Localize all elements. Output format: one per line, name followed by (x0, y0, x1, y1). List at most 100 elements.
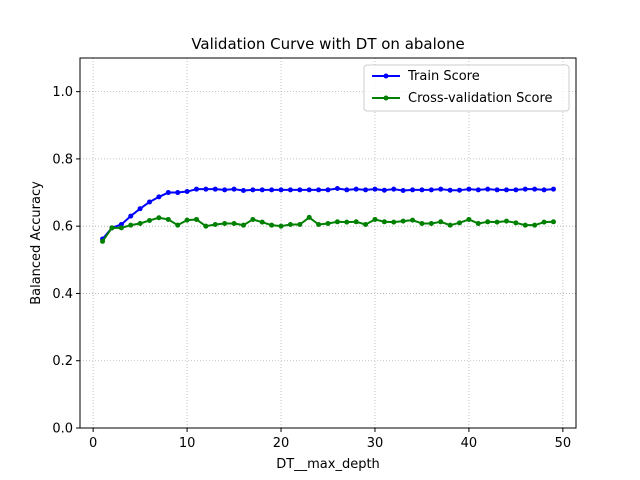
data-point-train (231, 186, 237, 192)
data-point-train (175, 190, 181, 196)
data-point-train (240, 188, 246, 194)
data-point-train (128, 213, 134, 219)
data-point-train (419, 187, 425, 193)
data-point-train (494, 187, 500, 193)
data-point-cv (118, 225, 124, 231)
data-point-train (391, 186, 397, 192)
data-point-cv (193, 216, 199, 222)
data-point-train (222, 187, 228, 193)
data-point-cv (231, 220, 237, 226)
y-axis-title: Balanced Accuracy (29, 181, 44, 305)
data-point-cv (250, 216, 256, 222)
y-tick-label: 0.4 (52, 287, 73, 302)
data-point-cv (344, 219, 350, 225)
data-point-cv (494, 219, 500, 225)
data-point-train (475, 187, 481, 193)
data-point-train (203, 186, 209, 192)
x-tick-label: 20 (273, 436, 290, 451)
x-tick-label: 40 (461, 436, 478, 451)
data-point-cv (278, 223, 284, 229)
x-tick-label: 10 (179, 436, 196, 451)
data-point-train (325, 187, 331, 193)
data-point-cv (541, 219, 547, 225)
data-point-train (184, 189, 190, 195)
data-point-train (410, 187, 416, 193)
data-point-cv (428, 220, 434, 226)
chart-title: Validation Curve with DT on abalone (191, 35, 464, 53)
data-point-train (306, 187, 312, 193)
data-point-cv (156, 215, 162, 221)
data-point-train (156, 194, 162, 200)
data-point-cv (503, 218, 509, 224)
data-point-cv (419, 220, 425, 226)
data-point-train (165, 190, 171, 196)
data-point-cv (353, 219, 359, 225)
y-tick-label: 0.8 (52, 152, 73, 167)
series-layer (100, 186, 556, 244)
legend-marker-cv (383, 95, 389, 101)
data-point-cv (316, 222, 322, 227)
data-point-train (541, 187, 547, 193)
data-point-cv (513, 220, 519, 226)
data-point-train (334, 186, 340, 192)
data-point-cv (391, 219, 397, 225)
data-point-cv (165, 216, 171, 222)
data-point-cv (100, 238, 106, 244)
data-point-train (485, 186, 491, 192)
data-point-cv (550, 219, 556, 225)
data-point-cv (259, 219, 265, 225)
data-point-cv (372, 216, 378, 222)
data-point-train (466, 186, 472, 192)
data-point-cv (222, 220, 228, 226)
data-point-train (503, 187, 509, 193)
x-axis-title: DT__max_depth (276, 457, 380, 472)
data-point-train (447, 187, 453, 193)
data-point-cv (128, 222, 134, 228)
data-point-cv (522, 222, 528, 228)
data-point-cv (240, 222, 246, 228)
data-point-train (316, 187, 322, 193)
data-point-cv (203, 223, 209, 229)
data-point-cv (475, 220, 481, 226)
legend: Train Score Cross-validation Score (363, 64, 570, 112)
data-point-train (212, 186, 218, 192)
data-point-train (372, 186, 378, 192)
legend-label-train: Train Score (407, 69, 480, 84)
y-tick-label: 0.2 (52, 354, 73, 369)
data-point-cv (287, 222, 293, 227)
y-tick-label: 1.0 (52, 85, 73, 100)
data-point-cv (532, 222, 538, 228)
data-point-cv (381, 219, 387, 225)
data-point-cv (438, 219, 444, 225)
data-point-cv (175, 222, 181, 228)
legend-label-cv: Cross-validation Score (408, 91, 553, 106)
data-point-train (438, 186, 444, 192)
data-point-cv (297, 222, 303, 227)
data-point-cv (109, 225, 115, 231)
data-point-train (137, 206, 143, 212)
data-point-train (353, 186, 359, 192)
data-point-cv (457, 220, 463, 226)
data-point-train (363, 187, 369, 193)
data-point-train (269, 187, 275, 193)
y-tick-label: 0.6 (52, 220, 73, 235)
data-point-cv (363, 222, 369, 227)
data-point-cv (212, 222, 218, 227)
legend-marker-train (383, 73, 389, 79)
data-point-cv (485, 219, 491, 225)
data-point-cv (137, 220, 143, 226)
data-point-train (532, 186, 538, 192)
data-point-train (550, 186, 556, 192)
data-point-train (278, 187, 284, 193)
data-point-cv (447, 222, 453, 228)
data-point-train (513, 187, 519, 193)
x-tick-label: 30 (367, 436, 384, 451)
data-point-cv (184, 217, 190, 223)
data-point-cv (147, 217, 153, 223)
data-point-cv (269, 222, 275, 228)
x-tick-label: 0 (89, 436, 97, 451)
data-point-train (457, 187, 463, 193)
data-point-train (147, 199, 153, 205)
data-point-train (193, 186, 199, 192)
